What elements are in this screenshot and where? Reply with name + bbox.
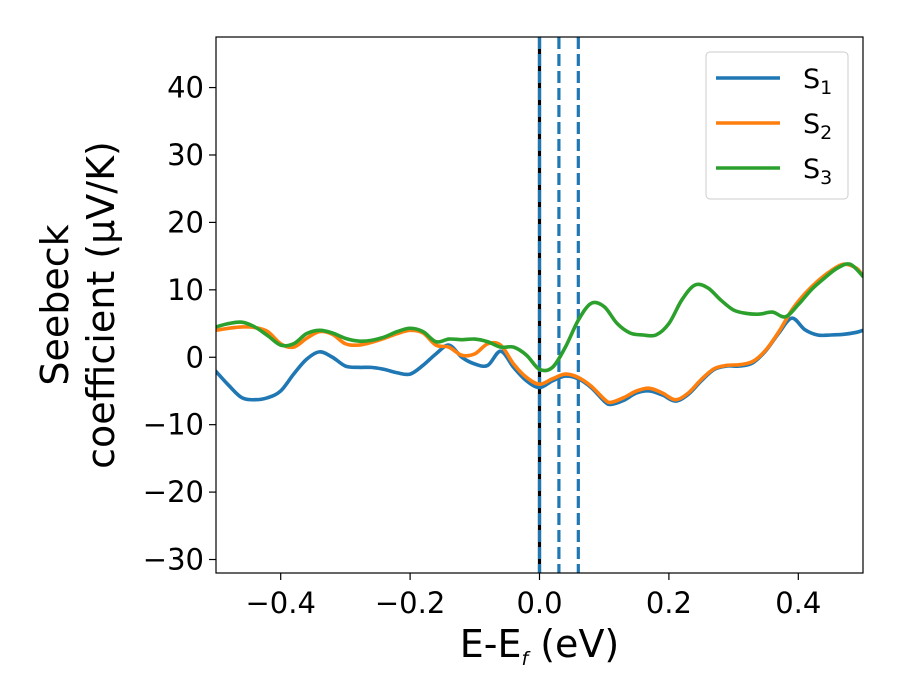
y-tick-label: 0	[186, 340, 204, 374]
legend-label: S2	[803, 109, 832, 144]
x-tick-label: −0.4	[245, 586, 315, 620]
y-axis-label: Seebeck coefficient (μV/K)	[33, 141, 123, 469]
y-tick-label: 40	[167, 71, 204, 105]
x-tick-label: −0.2	[375, 586, 445, 620]
y-axis-label-line1: Seebeck	[33, 224, 77, 385]
legend-label: S1	[803, 64, 832, 99]
y-tick-label: 20	[167, 205, 204, 239]
x-tick-label: 0.0	[516, 586, 562, 620]
legend-label: S3	[803, 154, 832, 189]
x-tick-label: 0.4	[775, 586, 821, 620]
y-tick-label: −20	[143, 475, 204, 509]
y-tick-label: 10	[167, 273, 204, 307]
x-axis-label: E-Ef (eV)	[460, 622, 620, 670]
y-tick-label: −10	[143, 408, 204, 442]
x-axis-ticks: −0.4 −0.2 0.0 0.2 0.4	[245, 573, 821, 620]
y-tick-label: −30	[143, 543, 204, 577]
reference-lines	[537, 37, 580, 573]
x-tick-label: 0.2	[646, 586, 692, 620]
y-axis-label-line2: coefficient (μV/K)	[79, 141, 123, 469]
legend: S1 S2 S3	[705, 51, 849, 200]
y-tick-label: 30	[167, 138, 204, 172]
series-group	[216, 262, 863, 407]
series-line-s3	[216, 262, 863, 373]
y-axis-ticks: −30 −20 −10 0 10 20 30 40	[143, 71, 216, 577]
legend-box	[705, 51, 849, 200]
